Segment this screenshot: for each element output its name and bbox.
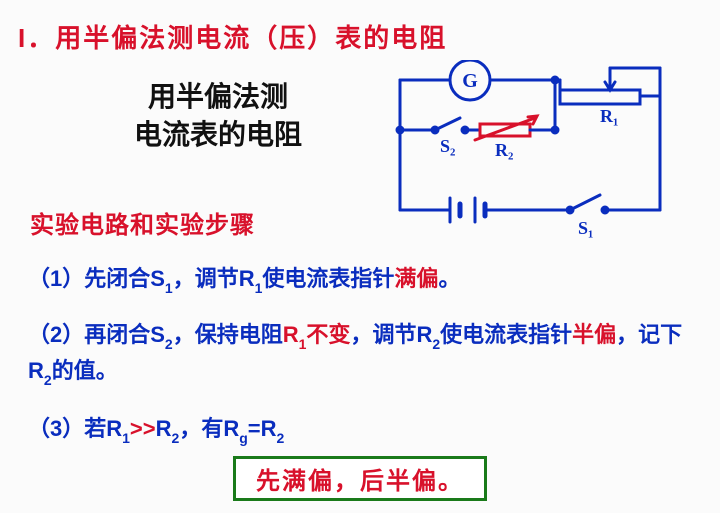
label-s1: S₁ xyxy=(578,218,593,238)
label-r1: R₁ xyxy=(600,106,618,126)
circuit-diagram: G R₁ S₂ R₂ S₁ xyxy=(380,60,680,240)
step-1: （1）先闭合S1，调节R1使电流表指针满偏。 xyxy=(28,262,698,298)
step-2: （2）再闭合S2，保持电阻R1不变，调节R2使电流表指针半偏，记下R2的值。 xyxy=(28,318,698,390)
footer-highlight: 先满偏，后半偏。 xyxy=(233,456,487,501)
label-s2: S₂ xyxy=(440,136,455,156)
subtitle: 用半偏法测 电流表的电阻 xyxy=(88,78,348,154)
step-3: （3）若R1>>R2，有Rg=R2 xyxy=(28,412,698,448)
page-title: I．用半偏法测电流（压）表的电阻 xyxy=(18,18,447,55)
section-heading: 实验电路和实验步骤 xyxy=(30,205,255,240)
label-g: G xyxy=(462,70,478,92)
label-r2: R₂ xyxy=(495,140,513,160)
